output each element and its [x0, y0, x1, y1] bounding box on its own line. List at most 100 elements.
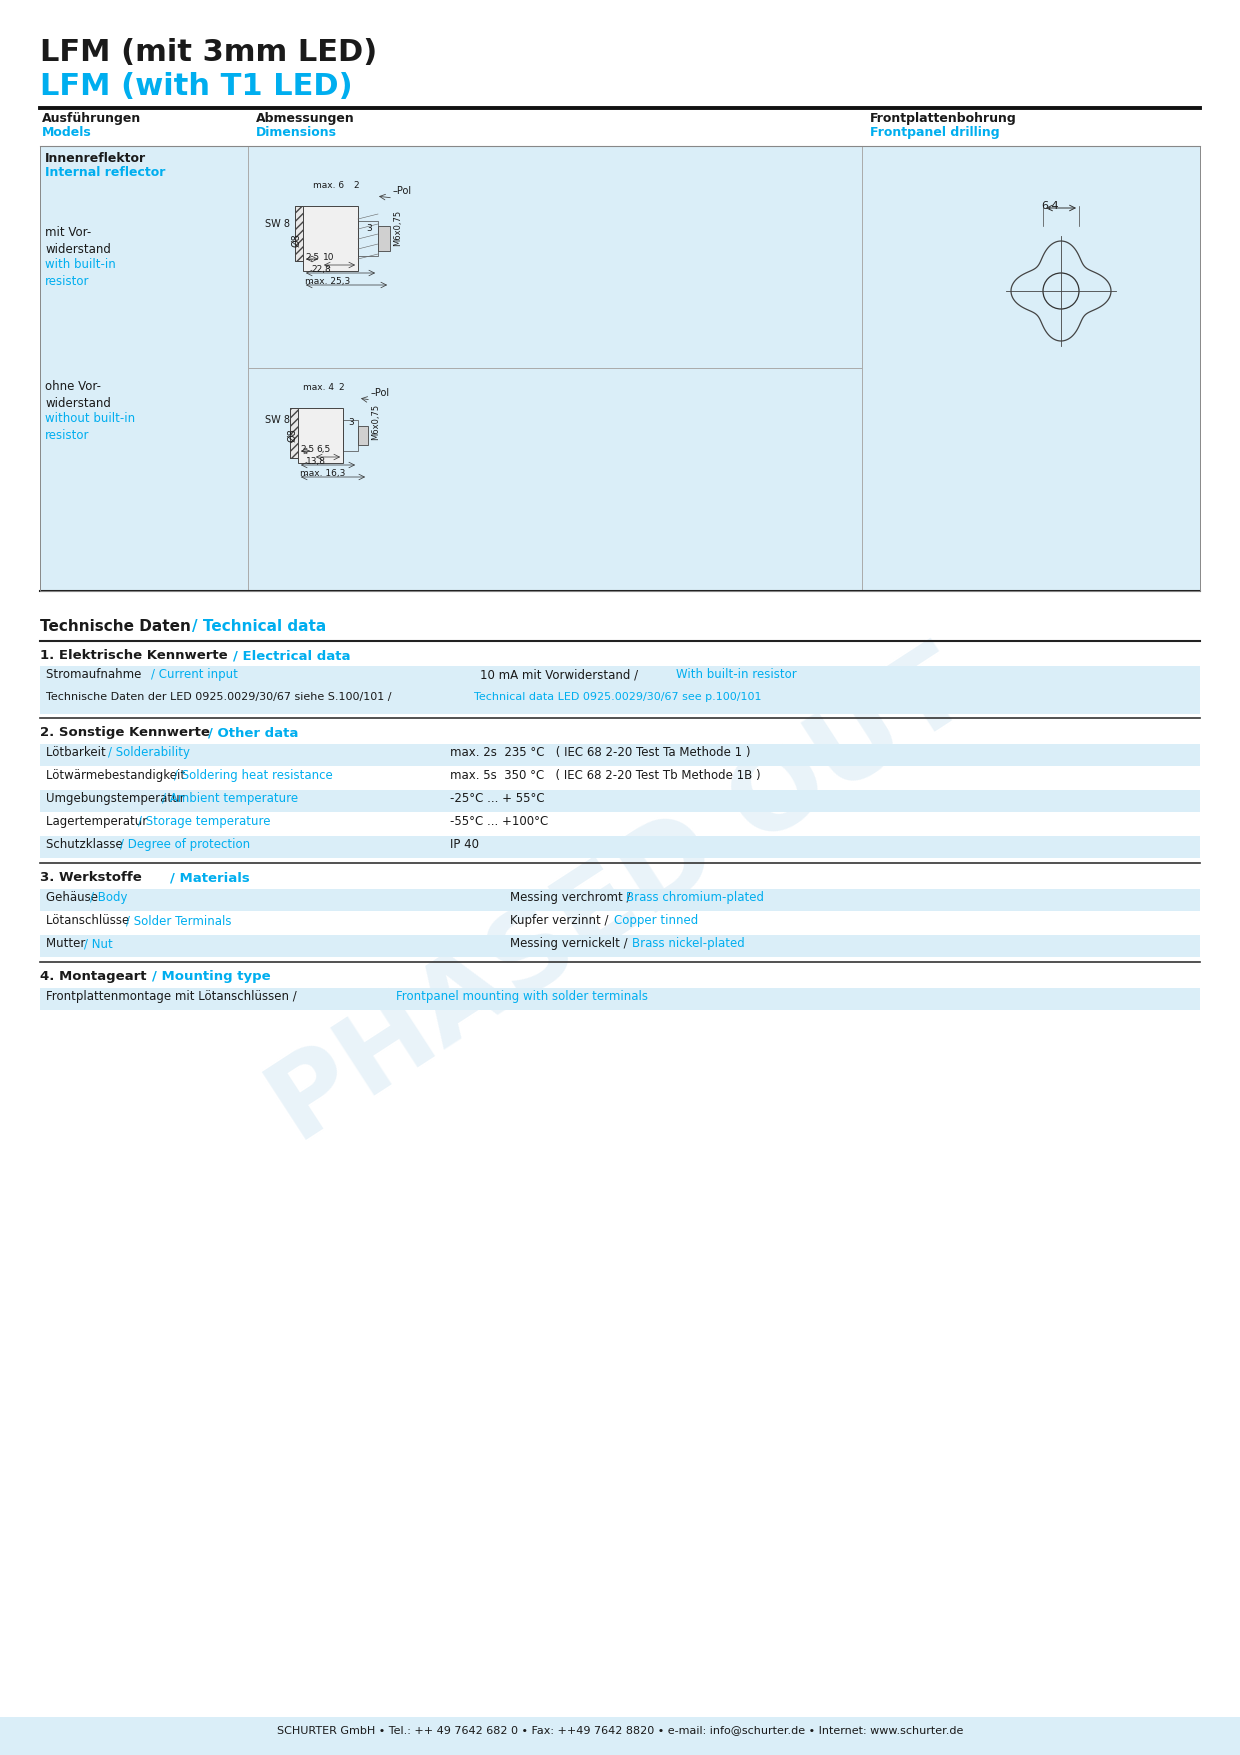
Text: / Mounting type: / Mounting type: [153, 971, 270, 983]
Text: SCHURTER GmbH • Tel.: ++ 49 7642 682 0 • Fax: ++49 7642 8820 • e-mail: info@schu: SCHURTER GmbH • Tel.: ++ 49 7642 682 0 •…: [277, 1725, 963, 1736]
Bar: [343, 419, 358, 451]
Text: –Pol: –Pol: [393, 186, 412, 197]
Bar: [290, 407, 298, 458]
Text: Abmessungen: Abmessungen: [255, 112, 355, 125]
Text: 2,5: 2,5: [300, 446, 314, 455]
Bar: [303, 205, 358, 270]
Bar: [295, 205, 303, 261]
Text: IP 40: IP 40: [450, 837, 479, 851]
Bar: [358, 221, 378, 256]
Bar: [358, 426, 368, 446]
Text: LFM (mit 3mm LED): LFM (mit 3mm LED): [40, 39, 377, 67]
Text: -25°C ... + 55°C: -25°C ... + 55°C: [450, 792, 544, 806]
Text: max. 16,3: max. 16,3: [300, 469, 346, 477]
Text: Copper tinned: Copper tinned: [614, 914, 698, 927]
Text: 4. Montageart: 4. Montageart: [40, 971, 151, 983]
Text: / Degree of protection: / Degree of protection: [120, 837, 250, 851]
Text: with built-in
resistor: with built-in resistor: [45, 258, 115, 288]
Text: / Body: / Body: [91, 892, 128, 904]
Text: Lötbarkeit: Lötbarkeit: [46, 746, 109, 758]
Bar: [298, 407, 343, 463]
Text: 10: 10: [322, 253, 335, 261]
Text: max. 6: max. 6: [312, 181, 345, 190]
Text: SW 8: SW 8: [265, 414, 290, 425]
Text: 22,8: 22,8: [311, 265, 331, 274]
Bar: [40, 665, 1200, 690]
Text: max. 2s  235 °C   ( IEC 68 2-20 Test Ta Methode 1 ): max. 2s 235 °C ( IEC 68 2-20 Test Ta Met…: [450, 746, 750, 758]
Text: Schutzklasse: Schutzklasse: [46, 837, 126, 851]
Text: 13,8: 13,8: [306, 456, 326, 467]
Text: Lagertemperatur: Lagertemperatur: [46, 814, 151, 828]
Text: / Ambient temperature: / Ambient temperature: [162, 792, 298, 806]
Bar: [0, 1716, 1240, 1755]
Text: PHASED OUT: PHASED OUT: [252, 635, 988, 1165]
Text: / Solderability: / Solderability: [108, 746, 190, 758]
Text: M6x0,75: M6x0,75: [393, 211, 402, 246]
Text: 1. Elektrische Kennwerte: 1. Elektrische Kennwerte: [40, 649, 232, 662]
Text: Gehäuse: Gehäuse: [46, 892, 102, 904]
Text: / Storage temperature: / Storage temperature: [138, 814, 270, 828]
Text: Frontplattenbohrung: Frontplattenbohrung: [870, 112, 1017, 125]
Text: Kupfer verzinnt /: Kupfer verzinnt /: [510, 914, 613, 927]
Text: Messing vernickelt /: Messing vernickelt /: [510, 937, 631, 949]
Text: without built-in
resistor: without built-in resistor: [45, 412, 135, 442]
Text: max. 5s  350 °C   ( IEC 68 2-20 Test Tb Methode 1B ): max. 5s 350 °C ( IEC 68 2-20 Test Tb Met…: [450, 769, 760, 783]
Text: -55°C ... +100°C: -55°C ... +100°C: [450, 814, 548, 828]
Bar: [40, 988, 1200, 1009]
Text: Brass chromium-plated: Brass chromium-plated: [626, 892, 764, 904]
Text: Frontpanel drilling: Frontpanel drilling: [870, 126, 999, 139]
Text: Internal reflector: Internal reflector: [45, 167, 165, 179]
Text: With built-in resistor: With built-in resistor: [676, 669, 797, 681]
Text: M6x0,75: M6x0,75: [371, 404, 379, 441]
Text: / Nut: / Nut: [84, 937, 113, 949]
Text: Frontpanel mounting with solder terminals: Frontpanel mounting with solder terminal…: [396, 990, 649, 1004]
Text: –Pol: –Pol: [371, 388, 391, 398]
Text: 2,5: 2,5: [305, 253, 319, 261]
Text: 3. Werkstoffe: 3. Werkstoffe: [40, 870, 146, 885]
Bar: [40, 835, 1200, 858]
Bar: [40, 935, 1200, 956]
Text: / Technical data: / Technical data: [192, 620, 326, 634]
Text: SW 8: SW 8: [265, 219, 290, 228]
Bar: [295, 205, 303, 261]
Text: / Soldering heat resistance: / Soldering heat resistance: [174, 769, 332, 783]
Text: mit Vor-
widerstand: mit Vor- widerstand: [45, 226, 110, 256]
Text: 2. Sonstige Kennwerte: 2. Sonstige Kennwerte: [40, 727, 215, 739]
Text: / Other data: / Other data: [208, 727, 299, 739]
Text: Dimensions: Dimensions: [255, 126, 337, 139]
Text: Umgebungstemperatur: Umgebungstemperatur: [46, 792, 188, 806]
Text: Stromaufnahme: Stromaufnahme: [46, 669, 145, 681]
Text: ohne Vor-
widerstand: ohne Vor- widerstand: [45, 381, 110, 411]
Text: max. 25,3: max. 25,3: [305, 277, 350, 286]
Text: 3: 3: [366, 223, 372, 232]
Text: / Materials: / Materials: [170, 870, 249, 885]
Text: 2: 2: [339, 383, 343, 391]
Text: 6,5: 6,5: [316, 446, 330, 455]
Text: Lötanschlüsse: Lötanschlüsse: [46, 914, 133, 927]
Bar: [378, 226, 391, 251]
Bar: [40, 744, 1200, 765]
Bar: [40, 146, 1200, 591]
Text: Ø8: Ø8: [291, 233, 301, 247]
Text: / Current input: / Current input: [151, 669, 238, 681]
Text: max. 4: max. 4: [303, 383, 334, 391]
Text: LFM (with T1 LED): LFM (with T1 LED): [40, 72, 352, 102]
Bar: [40, 146, 1200, 591]
Bar: [40, 890, 1200, 911]
Text: Technische Daten der LED 0925.0029/30/67 siehe S.100/101 /: Technische Daten der LED 0925.0029/30/67…: [46, 691, 396, 702]
Text: 3: 3: [348, 418, 353, 426]
Bar: [290, 407, 298, 458]
Text: / Solder Terminals: / Solder Terminals: [126, 914, 232, 927]
Text: Lötwärmebestandigkeit: Lötwärmebestandigkeit: [46, 769, 188, 783]
Text: 6,4: 6,4: [1042, 202, 1059, 211]
Text: Brass nickel-plated: Brass nickel-plated: [632, 937, 745, 949]
Bar: [40, 790, 1200, 813]
Text: Ø8: Ø8: [286, 428, 298, 442]
Text: / Electrical data: / Electrical data: [233, 649, 351, 662]
Bar: [40, 690, 1200, 714]
Text: Innenreflektor: Innenreflektor: [45, 153, 146, 165]
Text: Messing verchromt /: Messing verchromt /: [510, 892, 634, 904]
Text: Frontplattenmontage mit Lötanschlüssen /: Frontplattenmontage mit Lötanschlüssen /: [46, 990, 300, 1004]
Text: Mutter: Mutter: [46, 937, 89, 949]
Text: Technical data LED 0925.0029/30/67 see p.100/101: Technical data LED 0925.0029/30/67 see p…: [474, 691, 761, 702]
